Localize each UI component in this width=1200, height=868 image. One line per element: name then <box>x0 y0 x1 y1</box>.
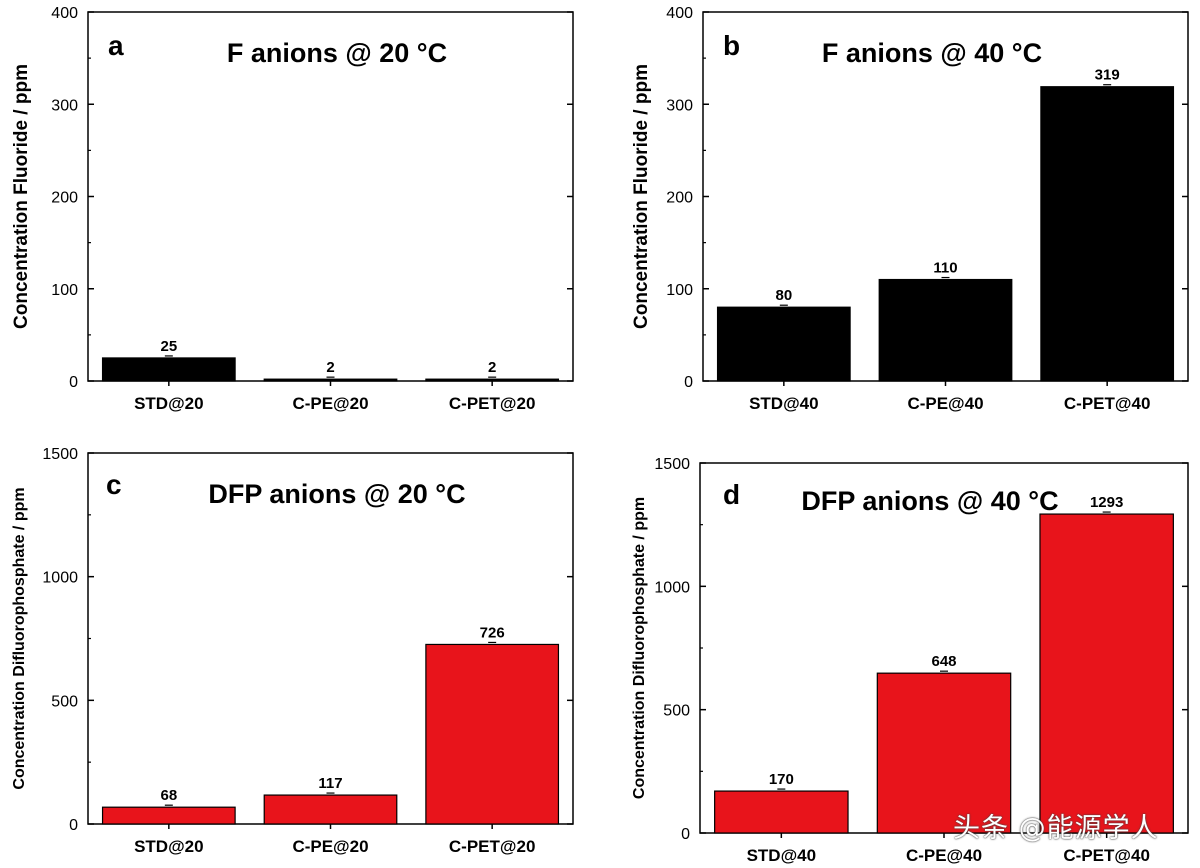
bar-std-40 <box>714 790 849 834</box>
y-tick-label: 0 <box>69 817 78 834</box>
bar-c-pe-40 <box>876 672 1012 834</box>
bar-c-pe-40 <box>878 278 1013 382</box>
chart-title: F anions @ 20 °C <box>227 38 447 68</box>
y-axis-label: Concentration Fluoride / ppm <box>11 64 32 329</box>
y-tick-label: 500 <box>663 703 690 720</box>
y-tick-label: 500 <box>51 693 78 710</box>
bar-c-pe-20 <box>263 794 398 825</box>
bar-c-pet-20 <box>425 378 560 382</box>
x-tick-label: C-PE@20 <box>292 394 368 413</box>
data-label: 25 <box>160 338 177 355</box>
x-tick-label: C-PE@40 <box>907 394 983 413</box>
data-label: 117 <box>318 775 342 792</box>
y-tick-label: 100 <box>666 282 693 299</box>
panel-letter: b <box>723 30 740 61</box>
data-label: 726 <box>480 624 505 641</box>
bar-std-40 <box>716 306 851 382</box>
data-label: 170 <box>769 771 794 788</box>
y-tick-label: 300 <box>51 97 78 114</box>
data-label: 2 <box>326 359 334 376</box>
x-tick-label: STD@40 <box>749 394 819 413</box>
chart-panel-c: 0 500 1000 1500 Concentration Difluorophosph… <box>11 446 574 856</box>
chart-title: DFP anions @ 20 °C <box>208 479 465 509</box>
x-tick-label: C-PET@40 <box>1064 394 1151 413</box>
y-tick-label: 0 <box>684 374 693 391</box>
bar-c-pe-20 <box>263 378 398 382</box>
bar-c-pet-40 <box>1040 86 1175 382</box>
bar-std-20 <box>101 357 236 382</box>
data-label: 68 <box>160 787 177 804</box>
y-tick-label: 200 <box>51 190 78 207</box>
chart-panel-a: 0 100 200 300 400 Concentration Fluoride / pp… <box>11 5 574 413</box>
x-tick-label: C-PET@20 <box>449 394 536 413</box>
bar-std-20 <box>101 806 236 825</box>
y-tick-label: 1000 <box>654 579 690 596</box>
x-tick-label: C-PET@20 <box>449 837 536 856</box>
y-tick-label: 1500 <box>654 456 690 473</box>
y-axis-label: Concentration Difluorophosphate / ppm <box>631 497 648 799</box>
panel-letter: a <box>108 30 124 61</box>
y-axis-label: Concentration Difluorophosphate / ppm <box>11 487 28 789</box>
y-axis-label: Concentration Fluoride / ppm <box>631 64 652 329</box>
y-tick-label: 1500 <box>42 446 78 463</box>
x-tick-label: STD@40 <box>747 846 817 865</box>
x-tick-label: C-PE@20 <box>292 837 368 856</box>
y-tick-label: 1000 <box>42 570 78 587</box>
y-tick-label: 400 <box>666 5 693 22</box>
y-tick-label: 300 <box>666 97 693 114</box>
panel-letter: d <box>723 479 740 510</box>
chart-panel-b: 0 100 200 300 400 Concentration Fluoride / pp… <box>631 5 1189 413</box>
watermark-text: 头条 @能源学人 <box>953 813 1159 844</box>
x-tick-label: STD@20 <box>134 394 204 413</box>
bar-c-pet-40 <box>1039 513 1174 834</box>
chart-title: F anions @ 40 °C <box>822 38 1042 68</box>
chart-title: DFP anions @ 40 °C <box>801 486 1058 516</box>
panel-letter: c <box>106 469 122 500</box>
data-label: 319 <box>1095 67 1120 84</box>
y-tick-label: 100 <box>51 282 78 299</box>
x-tick-label: STD@20 <box>134 837 204 856</box>
data-label: 80 <box>775 287 792 304</box>
data-label: 2 <box>488 359 496 376</box>
data-label: 110 <box>933 260 957 277</box>
bar-c-pet-20 <box>425 643 560 825</box>
data-label: 1293 <box>1090 494 1123 511</box>
y-tick-label: 0 <box>681 826 690 843</box>
y-tick-label: 0 <box>69 374 78 391</box>
data-label: 648 <box>931 653 956 670</box>
y-tick-label: 200 <box>666 190 693 207</box>
y-tick-label: 400 <box>51 5 78 22</box>
x-tick-label: C-PET@40 <box>1063 846 1150 865</box>
x-tick-label: C-PE@40 <box>906 846 982 865</box>
chart-panel-d: 0 500 1000 1500 Concentration Difluorophosph… <box>631 456 1189 865</box>
